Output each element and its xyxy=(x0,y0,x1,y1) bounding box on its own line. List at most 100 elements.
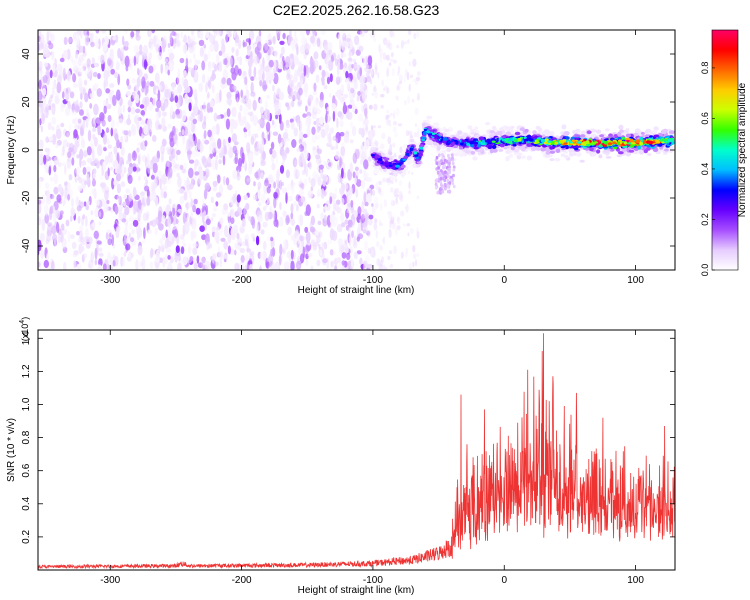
spectrogram-cell xyxy=(353,63,359,69)
spectrogram-cell xyxy=(74,140,78,153)
spectrogram-cell xyxy=(408,83,411,92)
spectrogram-cell xyxy=(377,185,381,194)
spectrogram-cell xyxy=(374,62,378,68)
spectrogram-cell xyxy=(269,79,272,84)
spectrogram-cell xyxy=(315,237,321,243)
spectrogram-cell xyxy=(574,147,579,151)
spectrogram-cell xyxy=(94,247,98,260)
spectrogram-cell xyxy=(197,162,202,172)
spectrogram-cell xyxy=(92,71,98,78)
spectrogram-cell xyxy=(246,262,250,270)
spectrogram-cell xyxy=(363,103,368,114)
spectrogram-cell xyxy=(619,129,624,133)
spectrogram-cell xyxy=(213,30,217,39)
spectrogram-cell xyxy=(335,131,341,144)
spectrogram-cell xyxy=(113,160,118,166)
spectrogram-cell xyxy=(162,185,168,192)
spectrogram-cell xyxy=(194,58,198,71)
spectrogram-cell xyxy=(172,125,176,136)
spectrogram-cell xyxy=(260,113,266,121)
spectrogram-cell xyxy=(313,241,320,247)
spectrogram-cell xyxy=(161,215,166,224)
spectrogram-cell xyxy=(169,255,175,263)
spectrogram-cell xyxy=(151,156,156,164)
spectrogram-cell xyxy=(207,50,211,60)
spectrogram-cell xyxy=(405,251,408,258)
spectrogram-cell xyxy=(189,159,195,164)
spectrogram-cell xyxy=(206,102,211,113)
spectrogram-cell xyxy=(167,166,173,178)
spectrogram-cell xyxy=(215,192,222,198)
spectrogram-cell xyxy=(148,41,152,49)
spectrogram-cell xyxy=(45,136,50,143)
spectrogram-cell xyxy=(328,93,332,98)
spectrogram-cell xyxy=(346,203,352,211)
spectrogram-cell xyxy=(292,181,295,189)
spectrogram-cell xyxy=(316,127,320,133)
spectrogram-cell xyxy=(61,223,65,231)
spectrogram-cell xyxy=(555,148,561,153)
spectrogram-cell xyxy=(112,94,117,106)
spectrogram-cell xyxy=(190,35,196,42)
spectrogram-cell xyxy=(205,218,211,226)
spectrogram-cell xyxy=(135,167,141,172)
spectrogram-cell xyxy=(77,77,83,89)
spectrogram-cell xyxy=(97,264,103,270)
spectrogram-cell xyxy=(247,56,253,68)
spectrogram-cell xyxy=(296,120,300,127)
spectrogram-cell xyxy=(59,57,65,63)
spectrogram-cell xyxy=(86,146,92,156)
spectrogram-cell xyxy=(341,252,347,259)
spectrogram-cell xyxy=(189,190,192,200)
spectrogram-cell xyxy=(250,76,255,81)
spectrogram-cell xyxy=(169,256,174,264)
spectrogram-cell xyxy=(217,174,221,184)
spectrogram-cell xyxy=(329,196,333,205)
spectrogram-cell xyxy=(293,201,297,207)
spectrogram-cell xyxy=(183,162,187,170)
spectrogram-cell xyxy=(375,229,378,239)
spectrogram-cell xyxy=(116,139,120,149)
spectrogram-cell xyxy=(180,246,185,255)
spectrogram-cell xyxy=(640,132,645,135)
spectrogram-cell xyxy=(207,92,210,99)
spectrogram-cell xyxy=(181,168,186,174)
spectrogram-cell xyxy=(266,94,271,100)
spectrogram-cell xyxy=(334,187,338,196)
spectrogram-cell xyxy=(359,67,363,77)
spectrogram-cell xyxy=(234,262,240,270)
spectrogram-cell xyxy=(221,43,226,54)
spectrogram-cell xyxy=(337,91,341,100)
spectrogram-cell xyxy=(350,88,355,94)
spectrogram-cell xyxy=(73,129,78,139)
spectrogram-cell xyxy=(399,146,403,154)
spectrogram-cell xyxy=(100,54,105,65)
spectrogram-cell xyxy=(93,230,100,239)
spectrogram-cell xyxy=(307,190,314,199)
spectrogram-cell xyxy=(63,49,68,60)
spectrogram-cell xyxy=(505,156,510,162)
spectrogram-cell xyxy=(376,241,380,248)
spectrogram-cell xyxy=(296,67,303,77)
spectrogram-cell xyxy=(242,261,245,269)
spectrogram-cell xyxy=(56,139,62,146)
spectrogram-cell xyxy=(122,104,126,113)
spectrogram-cell xyxy=(278,179,283,190)
spectrogram-cell xyxy=(219,229,223,237)
spectrogram-cell xyxy=(211,61,216,69)
spectrogram-cell xyxy=(91,148,95,161)
spectrogram-cell xyxy=(149,80,155,87)
spectrogram-cell xyxy=(47,162,51,167)
spectrogram-cell xyxy=(135,31,139,38)
spectrogram-cell xyxy=(244,175,251,186)
spectrogram-cell xyxy=(257,140,262,150)
spectrogram-cell xyxy=(317,220,322,226)
spectrogram-cell xyxy=(340,142,345,149)
spectrogram-cell xyxy=(360,180,366,189)
spectrogram-cell xyxy=(236,207,243,216)
spectrogram-cell xyxy=(101,119,106,127)
spectrogram-cell xyxy=(436,146,441,151)
spectrogram-cell xyxy=(336,117,339,129)
spectrogram-cell xyxy=(260,229,265,235)
spectrogram-cell xyxy=(190,230,195,241)
